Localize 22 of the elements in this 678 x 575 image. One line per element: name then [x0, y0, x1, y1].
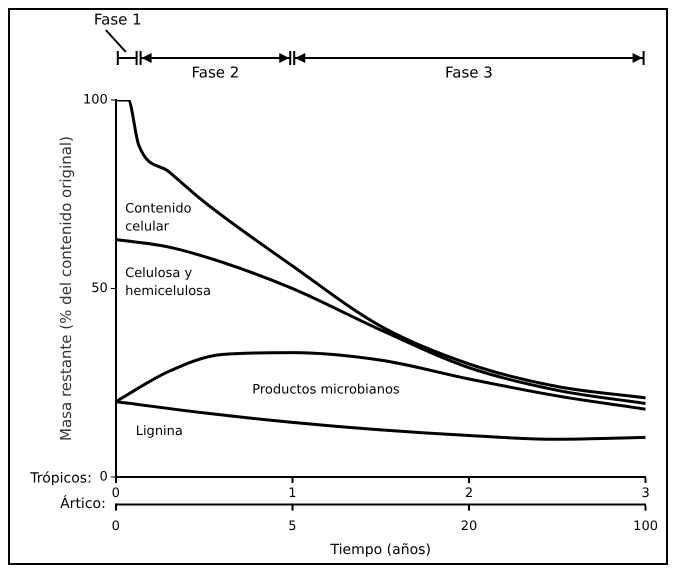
text: 0 [112, 518, 120, 534]
x-tick-label: 0 [112, 486, 120, 502]
x-tick-label: 3 [641, 486, 650, 502]
text: 100 [633, 518, 658, 534]
series-label: Productos microbianos [252, 382, 400, 398]
series-label: Lignina [136, 424, 183, 440]
y-axis-title: Masa restante (% del contenido original) [56, 136, 75, 441]
series-label: Celulosa y hemicelulosa [125, 266, 211, 299]
text: Ártico: [60, 495, 106, 512]
x-tick-label: 2 [464, 486, 474, 502]
text: Fase 2 [192, 63, 240, 82]
text: 20 [460, 518, 478, 534]
text: Trópicos: [29, 470, 92, 487]
y-tick-label: 100 [82, 92, 108, 108]
x-tick-label: 1 [288, 486, 297, 502]
text: Fase 1 [94, 10, 142, 28]
text: Fase 3 [445, 63, 493, 82]
text: 5 [288, 518, 297, 534]
series-label: Contenido celular [125, 202, 192, 235]
x-axis-title: Tiempo (años) [330, 542, 431, 558]
y-tick-label: 0 [100, 469, 108, 484]
y-tick-label: 50 [91, 280, 108, 296]
